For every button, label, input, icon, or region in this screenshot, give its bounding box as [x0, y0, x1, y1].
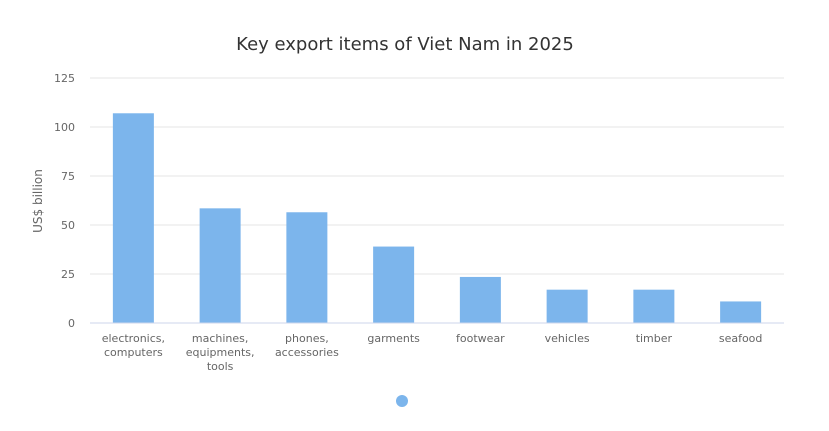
- y-tick-label: 50: [61, 219, 75, 232]
- pagination-dot[interactable]: [396, 395, 408, 407]
- category-label: timber: [636, 332, 673, 345]
- y-tick-label: 100: [54, 121, 75, 134]
- y-tick-label: 125: [54, 72, 75, 85]
- category-label: footwear: [456, 332, 505, 345]
- bars: [112, 113, 762, 323]
- category-label-line: machines,: [192, 332, 249, 345]
- category-label: electronics, computers: [102, 332, 165, 359]
- bar[interactable]: [459, 276, 501, 323]
- category-label-line: phones,: [285, 332, 329, 345]
- y-axis-title: US$ billion: [31, 169, 45, 233]
- grid-lines: [90, 77, 784, 275]
- y-tick-labels: 0 25 50 75 100 125: [54, 72, 75, 330]
- category-label-line: equipments,: [186, 346, 255, 359]
- category-label-line: garments: [367, 332, 420, 345]
- bar[interactable]: [112, 113, 154, 323]
- y-tick-label: 0: [68, 317, 75, 330]
- y-tick-label: 75: [61, 170, 75, 183]
- category-label-line: tools: [207, 360, 234, 373]
- bar[interactable]: [199, 208, 241, 323]
- bar[interactable]: [286, 212, 328, 323]
- bar[interactable]: [720, 301, 762, 323]
- category-label: phones, accessories: [275, 332, 339, 359]
- category-labels: electronics, computers machines, equipments…: [102, 332, 763, 373]
- category-label-line: electronics,: [102, 332, 165, 345]
- bar[interactable]: [373, 246, 415, 323]
- category-label-line: accessories: [275, 346, 339, 359]
- bar[interactable]: [546, 289, 588, 323]
- category-label-line: seafood: [719, 332, 763, 345]
- category-label: vehicles: [545, 332, 590, 345]
- category-label-line: timber: [636, 332, 673, 345]
- chart-title: Key export items of Viet Nam in 2025: [236, 34, 574, 55]
- category-label: seafood: [719, 332, 763, 345]
- category-label-line: footwear: [456, 332, 505, 345]
- y-tick-label: 25: [61, 268, 75, 281]
- bar[interactable]: [633, 289, 675, 323]
- category-label: garments: [367, 332, 420, 345]
- category-label-line: computers: [104, 346, 163, 359]
- category-label: machines, equipments, tools: [186, 332, 255, 373]
- category-label-line: vehicles: [545, 332, 590, 345]
